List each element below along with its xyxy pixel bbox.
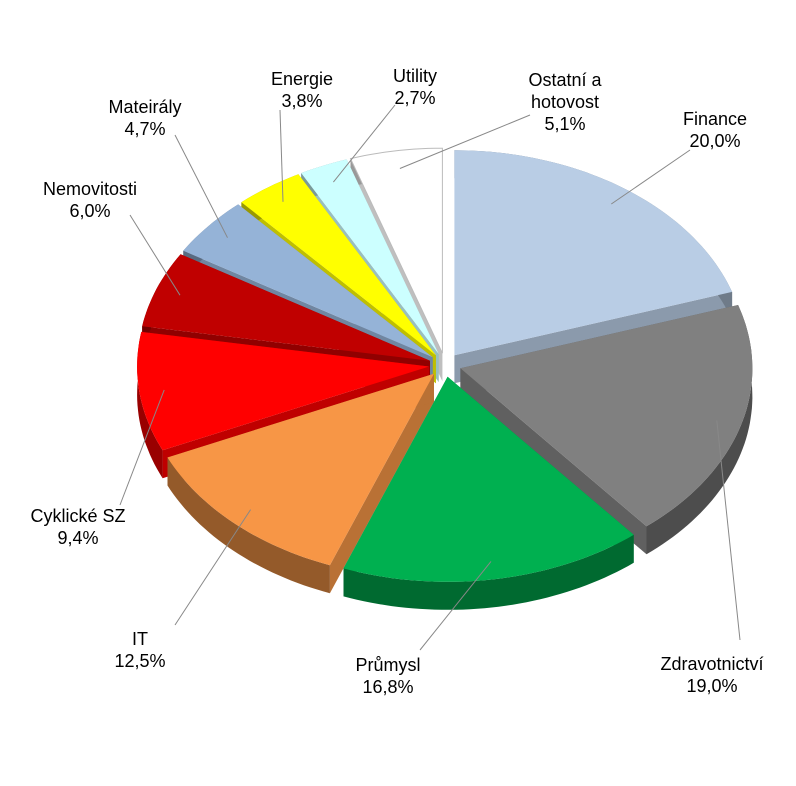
value-label: 19,0% — [686, 676, 738, 696]
leader-line — [174, 509, 252, 626]
slice — [167, 373, 434, 566]
slice-label: Utility 2,7% — [350, 65, 480, 109]
leader-line — [611, 149, 691, 205]
leader-line — [419, 561, 492, 651]
slice-label: Energie 3,8% — [237, 68, 367, 112]
leader-line — [129, 214, 181, 296]
category-label: Cyklické SZ — [30, 506, 126, 526]
leader-line — [119, 389, 165, 506]
leader-line — [279, 109, 284, 202]
value-label: 16,8% — [362, 677, 414, 697]
slice-label: Zdravotnictví 19,0% — [647, 653, 777, 697]
value-label: 20,0% — [689, 131, 741, 151]
category-label: Průmysl — [355, 655, 421, 675]
leader-line — [716, 420, 741, 641]
value-label: 12,5% — [114, 651, 166, 671]
value-label: 3,8% — [281, 91, 323, 111]
slice-wall — [137, 331, 163, 479]
slice-side — [329, 373, 434, 594]
leader-line — [333, 104, 396, 183]
value-label: 5,1% — [544, 114, 586, 134]
slice-label: Cyklické SZ 9,4% — [13, 505, 143, 549]
category-label: Finance — [682, 109, 748, 129]
slice — [460, 305, 753, 527]
leader-line — [399, 114, 531, 169]
slice — [301, 159, 439, 354]
category-label: Mateirály — [108, 97, 182, 117]
slice-label: Finance 20,0% — [650, 108, 780, 152]
category-label: Energie — [270, 69, 334, 89]
value-label: 2,7% — [394, 88, 436, 108]
category-label: Zdravotnictví — [660, 654, 764, 674]
slice — [241, 174, 436, 356]
slice-wall — [167, 457, 330, 594]
category-label: Utility — [393, 66, 437, 86]
category-label: IT — [132, 629, 148, 649]
category-label: Nemovitosti — [42, 179, 138, 199]
slice-wall — [343, 534, 634, 610]
slice-label: Ostatní a hotovost 5,1% — [515, 69, 615, 135]
slice — [454, 150, 733, 356]
slice-label: IT 12,5% — [75, 628, 205, 672]
slice-label: Nemovitosti 6,0% — [25, 178, 155, 222]
slice — [183, 204, 433, 358]
value-label: 6,0% — [69, 201, 111, 221]
slice-label: Průmysl 16,8% — [323, 654, 453, 698]
value-label: 4,7% — [124, 119, 166, 139]
value-label: 9,4% — [57, 528, 99, 548]
slice — [142, 254, 430, 361]
leader-line — [174, 134, 228, 238]
slice — [349, 147, 443, 354]
category-label: Ostatní a hotovost — [528, 70, 602, 112]
slice-label: Mateirály 4,7% — [80, 96, 210, 140]
slice — [343, 376, 634, 582]
slice — [137, 331, 430, 451]
